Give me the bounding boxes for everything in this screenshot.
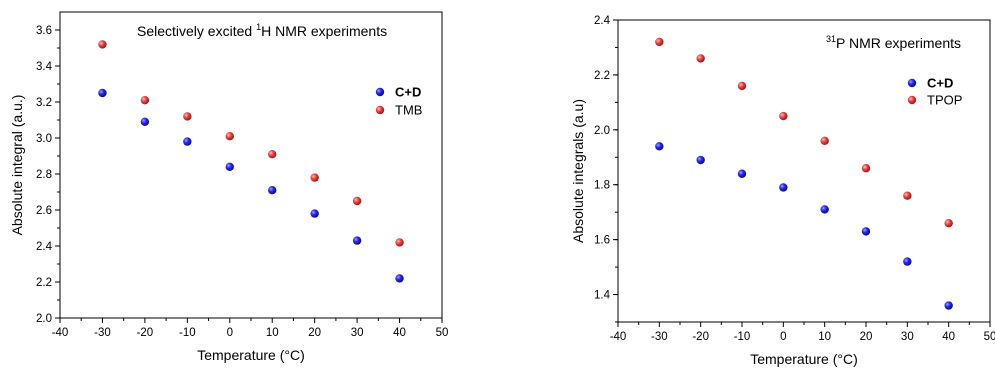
data-point-tpop (820, 136, 829, 145)
data-point-c-d (779, 183, 788, 192)
data-point-c-d (140, 117, 150, 127)
legend-marker (375, 87, 385, 97)
y-tick-label: 2.2 (36, 277, 52, 289)
data-point-tmb (310, 173, 319, 182)
data-point-c-d (395, 274, 404, 283)
x-axis-label: Temperature (°C) (750, 351, 858, 367)
y-tick-label: 2.6 (36, 205, 52, 217)
y-tick-label: 1.4 (594, 290, 611, 302)
chart-proton-nmr: -40 -30 -20 -10 0 10 20 30 40 50 2.0 2.2 2.4 2.6 2.8 3.… (9, 11, 449, 363)
x-tick-label: -20 (137, 327, 154, 339)
data-point-c-d (352, 236, 362, 245)
title-pre: Selectively excited (137, 23, 256, 39)
x-tick-label: 10 (266, 327, 279, 339)
data-point-c-d (225, 162, 234, 171)
data-point-tpop (861, 164, 871, 173)
y-tick-label: 2.0 (594, 125, 610, 137)
data-point-c-d (310, 209, 319, 218)
x-tick-label: 40 (393, 327, 406, 339)
legend-label: C+D (395, 85, 421, 100)
legend-label: TPOP (927, 93, 962, 108)
y-tick-label: 3.6 (36, 25, 52, 37)
data-point-tpop (779, 111, 788, 121)
data-point-tmb (183, 112, 192, 121)
x-tick-label: -10 (734, 331, 751, 343)
data-point-tmb (268, 150, 277, 159)
y-tick-label: 2.4 (594, 15, 611, 27)
y-axis-label: Absolute integral (a.u.) (9, 95, 25, 236)
data-point-tpop (903, 191, 912, 200)
x-tick-label: 30 (351, 327, 364, 339)
x-tick-label: 20 (308, 327, 321, 339)
data-point-c-d (268, 186, 277, 195)
y-tick-label: 3.2 (36, 97, 52, 109)
y-tick-label: 2.4 (36, 241, 53, 253)
x-tick-label: 30 (901, 331, 914, 343)
data-point-c-d (98, 88, 107, 98)
data-point-c-d (737, 169, 747, 178)
y-axis-label: Absolute integrals (a.u) (570, 99, 586, 243)
x-axis-label: Temperature (°C) (197, 347, 305, 363)
title-post: H NMR experiments (261, 23, 387, 39)
x-tick-label: -40 (610, 331, 627, 343)
x-tick-label: 40 (942, 331, 955, 343)
y-tick-label: 2.8 (36, 169, 52, 181)
x-tick-label: 50 (436, 327, 449, 339)
y-tick-label: 2.2 (594, 70, 610, 82)
title-superscript: 1 (256, 22, 261, 32)
title-superscript: 31 (826, 34, 836, 44)
x-tick-label: 20 (860, 331, 873, 343)
data-point-c-d (861, 227, 871, 236)
data-point-c-d (183, 137, 192, 146)
data-point-c-d (903, 257, 912, 266)
data-point-tmb (352, 196, 362, 206)
data-point-c-d (696, 155, 705, 165)
data-point-c-d (655, 142, 664, 151)
x-tick-label: 50 (984, 331, 995, 343)
legend-marker (375, 105, 385, 115)
legend-label: TMB (395, 103, 422, 118)
x-tick-label: -30 (94, 327, 111, 339)
title-post: P NMR experiments (836, 35, 961, 51)
data-point-tmb (395, 238, 404, 247)
chart-title: Selectively excited 1H NMR experiments (137, 22, 387, 39)
y-tick-label: 2.0 (36, 313, 52, 325)
x-tick-label: 10 (818, 331, 831, 343)
data-point-tpop (696, 54, 705, 63)
x-tick-label: -20 (692, 331, 709, 343)
plot-frame (617, 19, 991, 323)
data-point-tpop (944, 218, 953, 228)
y-tick-label: 3.0 (36, 133, 52, 145)
data-point-tpop (655, 37, 664, 47)
x-tick-label: -30 (651, 331, 668, 343)
x-tick-label: 0 (227, 327, 233, 339)
x-tick-label: -10 (179, 327, 196, 339)
data-point-tmb (98, 40, 107, 49)
data-point-tmb (225, 132, 234, 141)
data-point-c-d (820, 205, 829, 214)
data-point-tpop (737, 81, 747, 91)
y-tick-label: 1.6 (594, 235, 610, 247)
y-tick-label: 3.4 (36, 61, 53, 73)
data-point-tmb (140, 96, 150, 105)
legend-label: C+D (927, 76, 953, 91)
legend-marker (907, 78, 917, 88)
chart-phosphorus-nmr: -40 -30 -20 -10 0 10 20 30 40 50 1.4 1.6 1.8 2.0 2.2 2.… (570, 15, 995, 367)
x-tick-label: -40 (52, 327, 69, 339)
legend-marker (907, 95, 917, 105)
x-tick-label: 0 (780, 331, 786, 343)
y-tick-label: 1.8 (594, 180, 610, 192)
plot-frame (59, 11, 443, 319)
chart-title: 31P NMR experiments (826, 34, 961, 51)
data-point-c-d (944, 301, 953, 310)
